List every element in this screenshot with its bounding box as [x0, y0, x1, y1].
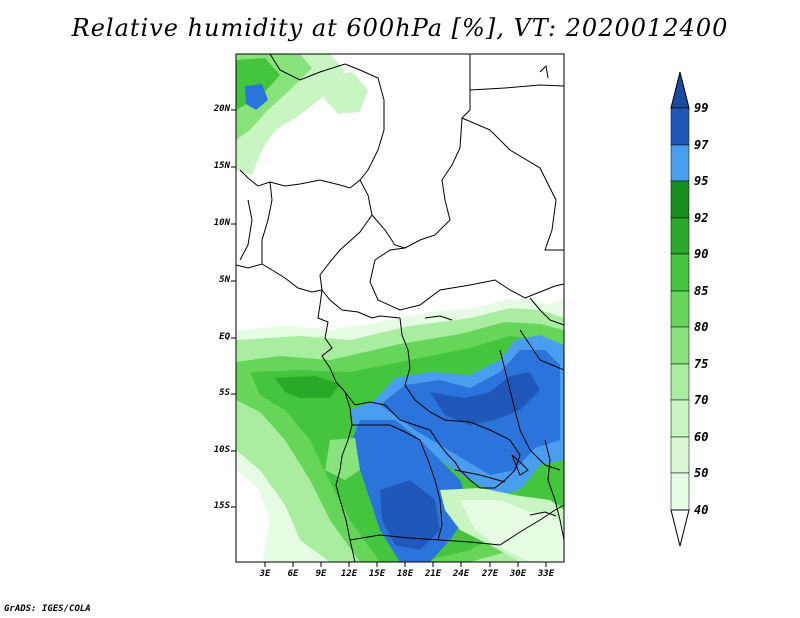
- colorbar-label-90: 90: [694, 247, 709, 261]
- lat-label-20n: 20N: [213, 104, 230, 114]
- lon-label-27e: 27E: [481, 569, 499, 579]
- colorbar-label-50: 50: [694, 466, 709, 480]
- colorbar-segment-95-97: [670, 144, 690, 182]
- lon-label-15e: 15E: [368, 569, 386, 579]
- lon-label-18e: 18E: [396, 569, 414, 579]
- lon-label-12e: 12E: [340, 569, 358, 579]
- colorbar-label-80: 80: [694, 320, 709, 334]
- colorbar-segment-40-50: [670, 472, 690, 511]
- colorbar-label-95: 95: [694, 174, 709, 188]
- lat-label-5s: 5S: [219, 388, 230, 398]
- lon-label-3e: 3E: [259, 569, 271, 579]
- colorbar: [670, 71, 690, 547]
- colorbar-segment-85-90: [670, 253, 690, 292]
- map-ticks: [231, 109, 547, 567]
- colorbar-segment-70-75: [670, 363, 690, 401]
- lon-label-30e: 30E: [509, 569, 527, 579]
- lat-label-15s: 15S: [213, 501, 230, 511]
- colorbar-label-99: 99: [694, 101, 709, 115]
- colorbar-bottom-arrow: [670, 509, 690, 547]
- colorbar-label-75: 75: [694, 357, 709, 371]
- lon-label-24e: 24E: [452, 569, 470, 579]
- lon-label-33e: 33E: [537, 569, 555, 579]
- colorbar-segment-90-92: [670, 217, 690, 255]
- colorbar-segment-60-70: [670, 399, 690, 438]
- colorbar-label-97: 97: [694, 138, 709, 152]
- colorbar-label-70: 70: [694, 393, 709, 407]
- lon-label-9e: 9E: [315, 569, 327, 579]
- colorbar-segment-50-60: [670, 436, 690, 474]
- colorbar-segment-92-95: [670, 180, 690, 219]
- colorbar-segment-75-80: [670, 326, 690, 365]
- lat-label-10s: 10S: [213, 445, 230, 455]
- lon-label-21e: 21E: [424, 569, 442, 579]
- map-frame: [235, 53, 565, 563]
- humidity-field: [236, 54, 564, 562]
- lon-label-6e: 6E: [287, 569, 299, 579]
- colorbar-label-92: 92: [694, 211, 709, 225]
- lat-label-eq: EQ: [219, 332, 230, 342]
- colorbar-top-arrow: [670, 71, 690, 109]
- grads-credit: GrADS: IGES/COLA: [4, 604, 91, 614]
- lat-label-15n: 15N: [213, 161, 230, 171]
- colorbar-label-85: 85: [694, 284, 709, 298]
- colorbar-label-40: 40: [694, 503, 709, 517]
- lat-label-5n: 5N: [219, 275, 230, 285]
- colorbar-segment-97-99: [670, 107, 690, 146]
- lat-label-10n: 10N: [213, 218, 230, 228]
- colorbar-segment-80-85: [670, 290, 690, 328]
- country-borders: [236, 54, 564, 562]
- map-title: Relative humidity at 600hPa [%], VT: 202…: [71, 14, 729, 42]
- colorbar-label-60: 60: [694, 430, 709, 444]
